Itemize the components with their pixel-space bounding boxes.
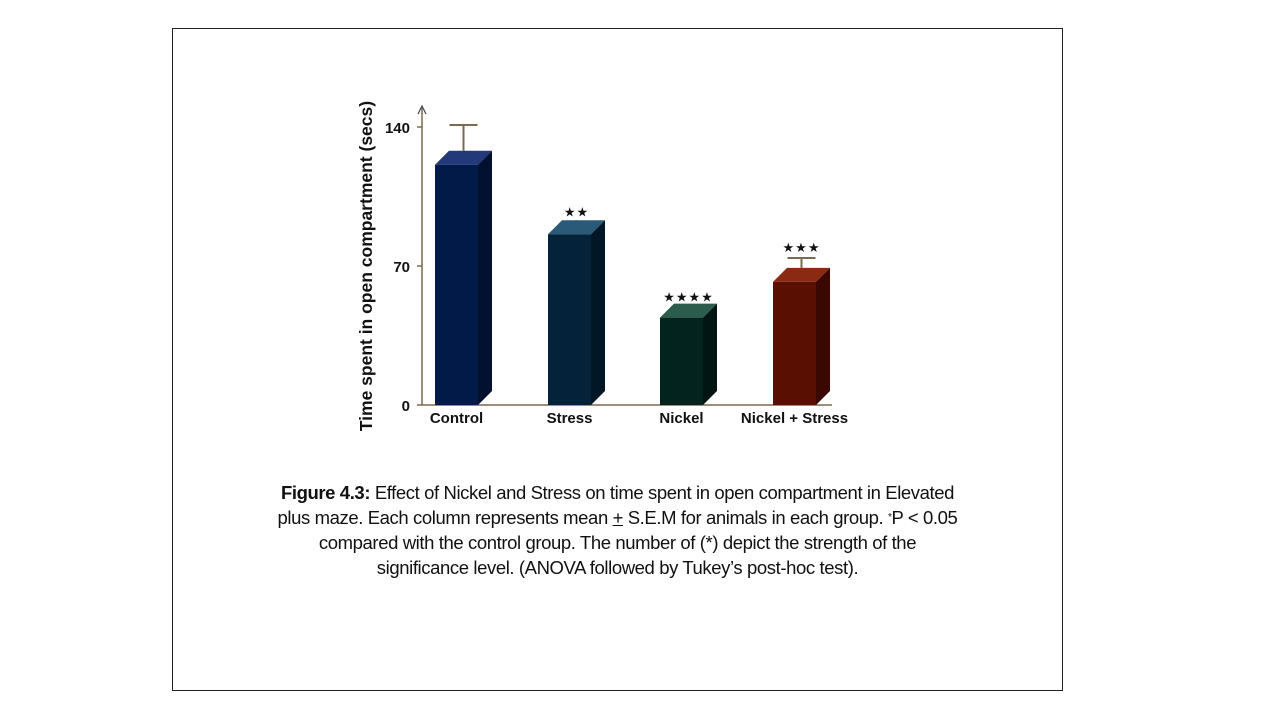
- caption-line-4: significance level. (ANOVA followed by T…: [376, 557, 859, 578]
- caption-text: plus maze. Each column represents mean: [277, 507, 613, 528]
- y-tick-label: 0: [402, 398, 410, 415]
- significance-label: ★★★★: [663, 291, 714, 306]
- bar-top: [773, 267, 830, 282]
- significance-star: *: [888, 512, 892, 523]
- bar-top: [548, 220, 605, 235]
- y-tick-label: 70: [393, 259, 410, 276]
- caption-line-2: plus maze. Each column represents mean +…: [172, 505, 1063, 530]
- x-tick-label: Stress: [547, 410, 593, 427]
- y-axis-label: Time spent in open compartment (secs): [356, 101, 376, 431]
- plus-minus-sign: +: [612, 507, 624, 528]
- bar-side: [816, 267, 830, 405]
- bar: [435, 164, 478, 405]
- significance-label: ★★★: [783, 241, 821, 256]
- figure-label: Figure 4.3:: [280, 482, 371, 503]
- y-axis-arrow: [417, 104, 427, 115]
- bar-top: [435, 150, 492, 165]
- bar-side: [591, 220, 605, 405]
- y-tick-label: 140: [385, 120, 410, 137]
- bar: [773, 281, 816, 405]
- caption-line-1: Figure 4.3: Effect of Nickel and Stress …: [172, 480, 1063, 505]
- bar-side: [478, 150, 492, 405]
- figure-caption: Figure 4.3: Effect of Nickel and Stress …: [172, 480, 1063, 580]
- bar-side: [703, 303, 717, 405]
- significance-label: ★★: [564, 205, 589, 220]
- bar-top: [660, 303, 717, 318]
- x-tick-label: Nickel + Stress: [741, 410, 848, 427]
- x-tick-label: Control: [430, 410, 483, 427]
- caption-line-3: compared with the control group. The num…: [318, 532, 917, 553]
- x-tick-label: Nickel: [659, 410, 703, 427]
- caption-text: P < 0.05: [891, 507, 958, 528]
- figure-frame: [172, 28, 1063, 691]
- caption-text: Effect of Nickel and Stress on time spen…: [370, 482, 955, 503]
- caption-text: S.E.M for animals in each group.: [622, 507, 889, 528]
- bar: [660, 317, 703, 405]
- bar: [548, 234, 591, 405]
